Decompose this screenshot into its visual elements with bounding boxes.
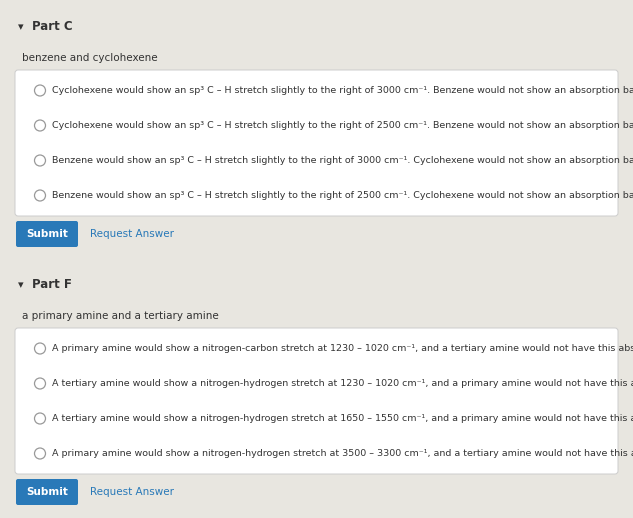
Text: A tertiary amine would show a nitrogen-hydrogen stretch at 1230 – 1020 cm⁻¹, and: A tertiary amine would show a nitrogen-h… xyxy=(52,379,633,388)
Text: a primary amine and a tertiary amine: a primary amine and a tertiary amine xyxy=(22,311,219,321)
Text: benzene and cyclohexene: benzene and cyclohexene xyxy=(22,53,158,63)
FancyBboxPatch shape xyxy=(16,221,78,247)
Text: ▾: ▾ xyxy=(18,280,23,290)
Text: Cyclohexene would show an sp³ C – H stretch slightly to the right of 2500 cm⁻¹. : Cyclohexene would show an sp³ C – H stre… xyxy=(52,121,633,130)
Text: Request Answer: Request Answer xyxy=(90,487,174,497)
Text: Benzene would show an sp³ C – H stretch slightly to the right of 2500 cm⁻¹. Cycl: Benzene would show an sp³ C – H stretch … xyxy=(52,191,633,200)
Text: Part C: Part C xyxy=(32,21,73,34)
FancyBboxPatch shape xyxy=(15,328,618,474)
Text: Cyclohexene would show an sp³ C – H stretch slightly to the right of 3000 cm⁻¹. : Cyclohexene would show an sp³ C – H stre… xyxy=(52,86,633,95)
Text: A primary amine would show a nitrogen-carbon stretch at 1230 – 1020 cm⁻¹, and a : A primary amine would show a nitrogen-ca… xyxy=(52,344,633,353)
Text: A primary amine would show a nitrogen-hydrogen stretch at 3500 – 3300 cm⁻¹, and : A primary amine would show a nitrogen-hy… xyxy=(52,449,633,458)
FancyBboxPatch shape xyxy=(15,70,618,216)
Text: Part F: Part F xyxy=(32,279,72,292)
Text: ▾: ▾ xyxy=(18,22,23,32)
Text: Benzene would show an sp³ C – H stretch slightly to the right of 3000 cm⁻¹. Cycl: Benzene would show an sp³ C – H stretch … xyxy=(52,156,633,165)
Text: A tertiary amine would show a nitrogen-hydrogen stretch at 1650 – 1550 cm⁻¹, and: A tertiary amine would show a nitrogen-h… xyxy=(52,414,633,423)
Text: Request Answer: Request Answer xyxy=(90,229,174,239)
Text: Submit: Submit xyxy=(26,487,68,497)
FancyBboxPatch shape xyxy=(16,479,78,505)
Text: Submit: Submit xyxy=(26,229,68,239)
